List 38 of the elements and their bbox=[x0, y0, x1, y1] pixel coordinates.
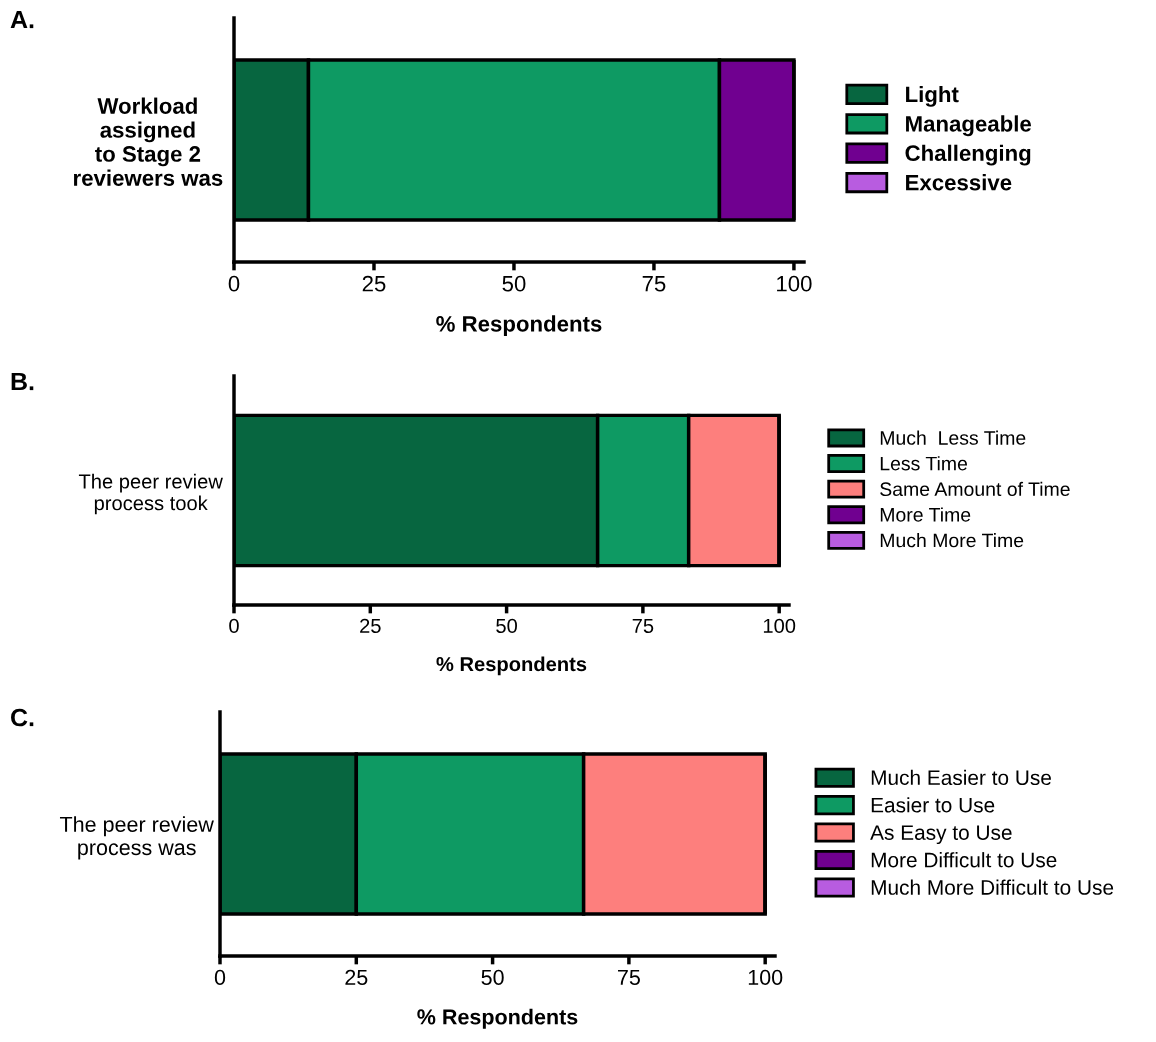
legend-label: Less Time bbox=[880, 456, 968, 471]
y-tick-label: The peer review process took bbox=[78, 473, 223, 515]
x-tick-label: 50 bbox=[481, 969, 504, 986]
legend-label: Much Easier to Use bbox=[871, 769, 1051, 786]
legend-label: Same Amount of Time bbox=[880, 481, 1070, 497]
legend-label: Challenging bbox=[905, 144, 1031, 166]
text: A. bbox=[10, 10, 34, 29]
text: B. bbox=[11, 372, 34, 391]
legend-label: Easier to Use bbox=[871, 797, 995, 813]
legend-label: Manageable bbox=[906, 115, 1032, 137]
x-tick-label: 100 bbox=[777, 275, 812, 292]
x-tick-label: 25 bbox=[362, 275, 386, 292]
legend-label: Much More Time bbox=[880, 533, 1024, 548]
x-axis-title: % Respondents bbox=[436, 315, 602, 337]
x-tick-label: 0 bbox=[228, 275, 240, 292]
legend-label: More Difficult to Use bbox=[871, 852, 1057, 868]
y-tick-label: The peer review process was bbox=[59, 816, 214, 860]
legend-label: Much Less Time bbox=[880, 430, 1026, 445]
x-tick-label: 100 bbox=[763, 618, 796, 633]
legend-label: More Time bbox=[880, 507, 971, 522]
x-axis-title: % Respondents bbox=[436, 656, 587, 676]
legend-label: Excessive bbox=[906, 174, 1012, 191]
x-tick-label: 100 bbox=[748, 969, 783, 986]
legend-label: Light bbox=[906, 85, 959, 107]
x-tick-label: 50 bbox=[502, 275, 526, 292]
x-tick-label: 25 bbox=[360, 618, 381, 633]
x-tick-label: 0 bbox=[229, 618, 239, 633]
legend-label: Much More Difficult to Use bbox=[871, 879, 1114, 895]
x-tick-label: 75 bbox=[618, 969, 640, 986]
x-axis-title: % Respondents bbox=[417, 1008, 578, 1029]
x-tick-label: 25 bbox=[345, 969, 368, 986]
x-tick-label: 75 bbox=[632, 618, 654, 633]
chart-title: C. bbox=[11, 708, 34, 727]
x-tick-label: 75 bbox=[642, 276, 666, 292]
x-tick-label: 50 bbox=[496, 618, 518, 633]
legend-label: As Easy to Use bbox=[870, 825, 1012, 845]
y-tick-label: Workload assigned to Stage 2 reviewers was bbox=[73, 97, 223, 186]
x-tick-label: 0 bbox=[214, 969, 226, 986]
